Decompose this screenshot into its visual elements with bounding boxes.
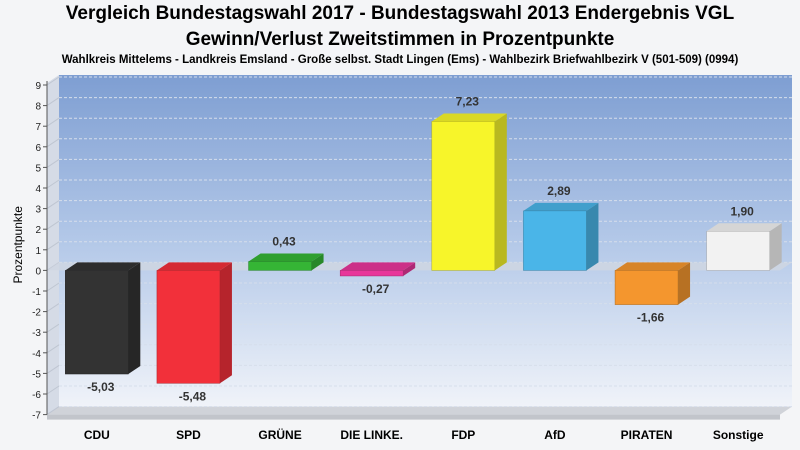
y-tick-label: -1: [32, 287, 41, 298]
y-tick-label: -6: [32, 390, 41, 401]
x-tick-label: GRÜNE: [258, 427, 301, 442]
data-label: 0,43: [272, 235, 296, 249]
y-tick-label: 4: [35, 184, 41, 195]
y-tick-label: 8: [35, 102, 41, 113]
grid-line-diag: [46, 179, 60, 189]
x-tick-label: PIRATEN: [621, 428, 673, 442]
grid-line-diag: [46, 241, 60, 251]
zero-plane: [47, 262, 792, 271]
grid-line-diag: [46, 385, 60, 395]
bar-side: [586, 202, 599, 271]
bar-side: [678, 262, 691, 305]
bar-side: [128, 262, 141, 375]
bar: [706, 231, 770, 271]
bar-top: [431, 113, 507, 122]
grid-line-diag: [46, 158, 60, 168]
bar-side: [403, 262, 416, 276]
grid-line-diag: [46, 117, 60, 127]
y-tick-label: 5: [35, 163, 41, 174]
x-tick-label: AfD: [544, 428, 566, 442]
bar: [431, 121, 496, 271]
y-tick-label: 1: [35, 246, 41, 257]
y-tick-label: -3: [32, 328, 41, 339]
bar: [248, 261, 312, 271]
x-tick-label: CDU: [84, 428, 110, 442]
data-label: 2,89: [547, 184, 571, 198]
y-tick-label: 6: [35, 143, 41, 154]
grid-line-diag: [46, 406, 60, 416]
bar-top: [706, 223, 782, 232]
data-label: 1,90: [731, 204, 755, 218]
grid-line-diag: [46, 97, 60, 107]
bar-side: [311, 253, 324, 271]
bar-top: [523, 202, 599, 211]
y-tick-label: -7: [32, 411, 41, 422]
bar-side: [219, 262, 232, 384]
data-label: -5,03: [87, 380, 115, 394]
y-tick-label: 9: [35, 81, 41, 92]
bar-side: [494, 113, 507, 271]
y-tick-label: -5: [32, 369, 41, 380]
y-tick-label: 0: [35, 266, 41, 277]
grid-line-diag: [46, 200, 60, 210]
bar-top: [615, 262, 691, 271]
y-tick-label: 7: [35, 122, 41, 133]
bar: [65, 270, 129, 375]
grid-line-diag: [46, 138, 60, 148]
grid-line-diag: [46, 364, 60, 374]
bar-top: [340, 262, 416, 271]
x-tick-label: FDP: [451, 428, 475, 442]
y-tick-label: -4: [32, 349, 41, 360]
grid-line-diag: [46, 323, 60, 333]
x-tick-label: SPD: [176, 428, 201, 442]
grid-line-diag: [46, 282, 60, 292]
y-tick-label: -2: [32, 308, 41, 319]
bar: [156, 270, 221, 384]
data-label: 7,23: [456, 94, 480, 108]
y-axis-label: Prozentpunkte: [11, 206, 25, 284]
data-label: -0,27: [362, 282, 390, 296]
grid-line-diag: [46, 76, 60, 86]
x-tick-label: Sonstige: [713, 428, 764, 442]
grid-line-diag: [46, 344, 60, 354]
chart-caption: Wahlkreis Mittelems - Landkreis Emsland …: [61, 54, 739, 66]
data-label: -5,48: [179, 389, 207, 403]
plot-side-wall: [47, 75, 59, 415]
grid-line-diag: [46, 303, 60, 313]
plot-floor-edge: [47, 414, 780, 420]
bar-top: [248, 253, 324, 262]
bar: [339, 270, 404, 277]
bar-top: [156, 262, 232, 271]
x-tick-label: DIE LINKE.: [340, 428, 403, 442]
chart-subtitle: Gewinn/Verlust Zweitstimmen in Prozentpu…: [185, 29, 615, 50]
y-tick-label: 3: [35, 205, 41, 216]
bar-top: [65, 262, 141, 271]
data-label: -1,66: [637, 311, 665, 325]
y-tick-label: 2: [35, 225, 41, 236]
plot-floor: [47, 406, 792, 415]
bar-side: [769, 223, 782, 271]
chart-title: Vergleich Bundestagswahl 2017 - Bundesta…: [65, 3, 735, 24]
grid-line-diag: [46, 220, 60, 230]
bar: [614, 270, 679, 305]
bar: [523, 210, 587, 271]
